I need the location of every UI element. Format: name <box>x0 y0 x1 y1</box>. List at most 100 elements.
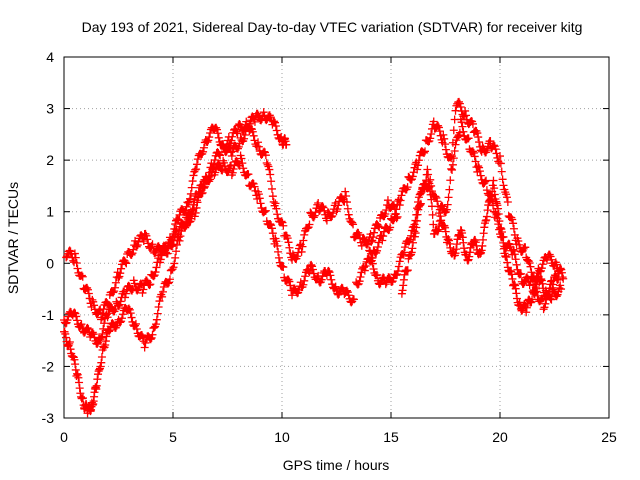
data-point-plus <box>111 283 120 292</box>
data-point-plus <box>373 246 382 255</box>
data-point-plus <box>151 320 160 329</box>
data-point-plus <box>254 190 263 199</box>
data-point-plus <box>547 255 556 264</box>
data-point-plus <box>507 270 516 279</box>
data-point-plus <box>277 217 286 226</box>
data-point-plus <box>155 297 164 306</box>
data-point-plus <box>425 183 434 192</box>
data-point-plus <box>183 219 192 228</box>
data-point-plus <box>344 291 353 300</box>
y-tick-label: 0 <box>46 255 54 271</box>
data-point-plus <box>493 201 502 210</box>
data-point-plus <box>121 289 130 298</box>
data-point-plus <box>240 130 249 139</box>
data-point-plus <box>522 308 531 317</box>
data-point-plus <box>233 144 242 153</box>
data-point-plus <box>250 136 259 145</box>
data-point-plus <box>552 292 561 301</box>
data-point-plus <box>274 253 283 262</box>
data-point-plus <box>442 205 451 214</box>
data-point-plus <box>310 211 319 220</box>
data-point-plus <box>121 293 130 302</box>
data-point-plus <box>141 338 150 347</box>
data-point-plus <box>73 264 82 273</box>
data-point-plus <box>482 215 491 224</box>
y-axis-title: SDTVAR / TECUs <box>5 182 21 294</box>
data-point-plus <box>502 252 511 261</box>
data-point-plus <box>240 134 249 143</box>
data-point-plus <box>169 263 178 272</box>
data-point-plus <box>131 321 140 330</box>
data-point-plus <box>426 187 435 196</box>
data-point-plus <box>269 197 278 206</box>
data-point-plus <box>496 152 504 161</box>
data-point-plus <box>159 282 168 291</box>
data-point-plus <box>253 109 262 118</box>
y-tick-label: 2 <box>46 152 54 168</box>
data-point-plus <box>448 138 457 147</box>
data-point-plus <box>237 154 246 163</box>
data-point-plus <box>301 272 310 281</box>
data-point-plus <box>482 146 491 155</box>
data-point-plus <box>142 276 151 285</box>
data-point-plus <box>426 134 435 143</box>
data-point-plus <box>173 215 182 224</box>
data-point-plus <box>72 312 81 321</box>
data-point-plus <box>256 199 265 208</box>
data-point-plus <box>409 238 418 247</box>
data-point-plus <box>250 117 259 126</box>
data-point-plus <box>536 267 545 276</box>
data-point-plus <box>326 271 335 280</box>
data-point-plus <box>444 193 453 202</box>
data-point-plus <box>403 183 412 192</box>
data-point-plus <box>206 128 215 137</box>
data-point-plus <box>494 210 503 219</box>
axis-ticks <box>63 56 610 419</box>
data-point-plus <box>349 295 358 304</box>
data-point-plus <box>168 265 177 274</box>
data-point-plus <box>502 193 511 202</box>
data-point-plus <box>440 221 449 230</box>
data-point-plus <box>121 258 130 267</box>
data-point-plus <box>349 220 358 229</box>
data-point-plus <box>65 339 74 348</box>
data-point-plus <box>133 286 142 295</box>
data-point-plus <box>263 160 272 169</box>
data-point-plus <box>206 175 215 184</box>
data-point-plus <box>267 177 276 186</box>
data-point-plus <box>250 182 259 191</box>
data-point-plus <box>479 229 488 238</box>
data-point-plus <box>357 241 366 250</box>
data-point-plus <box>458 233 467 242</box>
data-point-plus <box>547 295 556 304</box>
data-point-plus <box>527 268 536 277</box>
data-point-plus <box>436 212 445 221</box>
data-point-plus <box>170 259 179 268</box>
data-point-plus <box>194 187 203 196</box>
data-point-plus <box>416 199 425 208</box>
data-point-plus <box>169 229 178 238</box>
data-point-plus <box>524 257 533 266</box>
data-point-plus <box>132 325 141 334</box>
data-point-plus <box>383 196 392 205</box>
data-point-plus <box>557 285 566 294</box>
data-point-plus <box>90 301 99 310</box>
data-point-plus <box>420 148 429 157</box>
data-point-plus <box>203 138 212 147</box>
data-point-plus <box>433 197 442 206</box>
data-point-plus <box>77 392 86 401</box>
data-point-plus <box>324 266 333 275</box>
data-point-plus <box>494 204 503 213</box>
data-point-plus <box>553 275 562 284</box>
data-point-plus <box>152 315 161 324</box>
data-point-plus <box>189 200 198 209</box>
x-tick-label: 20 <box>492 429 508 445</box>
data-point-plus <box>92 381 101 390</box>
data-point-plus <box>279 221 288 230</box>
data-point-plus <box>492 197 501 206</box>
data-point-plus <box>327 213 336 222</box>
data-point-plus <box>399 281 408 290</box>
data-point-plus <box>65 338 74 347</box>
data-point-plus <box>104 301 113 310</box>
data-point-plus <box>374 222 383 231</box>
